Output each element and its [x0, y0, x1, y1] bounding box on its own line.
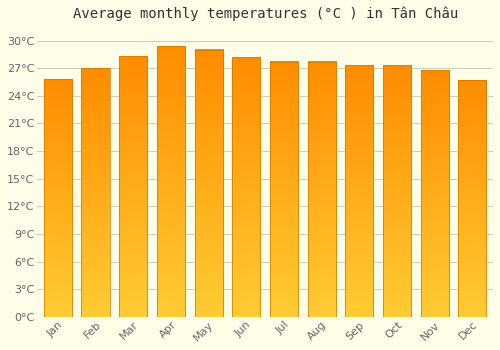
- Bar: [232, 57, 260, 317]
- Bar: [308, 62, 336, 317]
- Bar: [270, 62, 298, 317]
- Bar: [345, 65, 374, 317]
- Bar: [420, 70, 449, 317]
- Bar: [458, 80, 486, 317]
- Bar: [194, 50, 223, 317]
- Title: Average monthly temperatures (°C ) in Tân Châu: Average monthly temperatures (°C ) in Tâ…: [72, 7, 458, 21]
- Bar: [119, 56, 148, 317]
- Bar: [82, 68, 110, 317]
- Bar: [157, 46, 185, 317]
- Bar: [383, 65, 411, 317]
- Bar: [44, 79, 72, 317]
